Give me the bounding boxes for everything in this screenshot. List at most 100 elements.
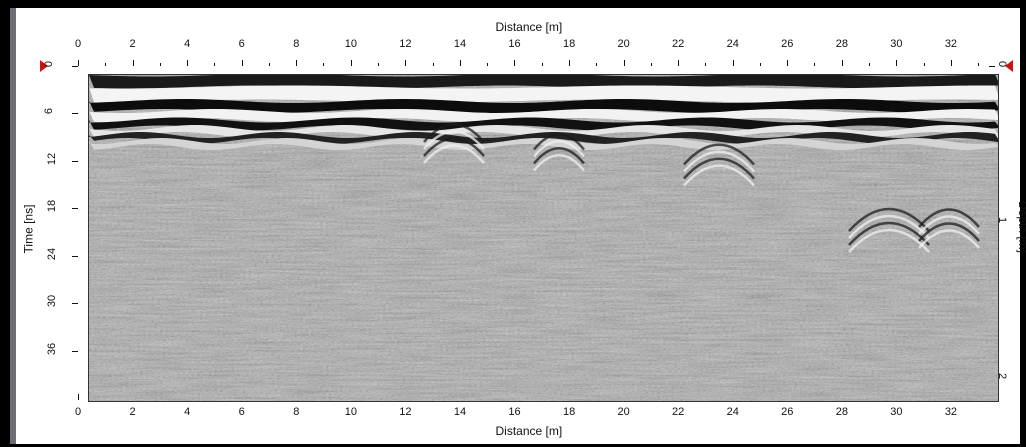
distance-tick-label-bottom: 6 (238, 406, 245, 418)
axis-tick (923, 63, 925, 66)
diffraction-hyperbola (918, 222, 980, 242)
diffraction-hyperbola (683, 157, 755, 180)
axis-tick (678, 60, 680, 66)
axis-tick (868, 63, 870, 66)
diffraction-hyperbola (423, 123, 485, 143)
distance-tick-label-bottom: 4 (184, 406, 191, 418)
axis-tick (187, 60, 189, 66)
depth-tick-label: 0 (996, 60, 1009, 68)
depth-origin-marker[interactable] (1005, 60, 1013, 72)
axis-tick (841, 60, 843, 66)
axis-tick (378, 63, 380, 66)
axis-tick (72, 303, 78, 305)
time-tick-label: 12 (46, 152, 59, 165)
axis-tick (568, 60, 570, 66)
diffraction-hyperbola (848, 214, 930, 239)
distance-tick-label-bottom: 2 (129, 406, 136, 418)
distance-tick-label-top: 6 (238, 38, 245, 50)
time-tick-label: 30 (46, 294, 59, 308)
distance-tick-label-bottom: 0 (75, 406, 82, 418)
diffraction-hyperbola (423, 144, 485, 164)
distance-tick-label-bottom: 12 (399, 406, 412, 418)
diffraction-hyperbola (848, 207, 930, 232)
distance-tick-label-top: 26 (781, 38, 794, 50)
axis-tick (787, 60, 789, 66)
distance-tick-label-top: 30 (890, 38, 903, 50)
axis-tick (296, 60, 298, 66)
diffraction-hyperbola (533, 147, 585, 165)
diffraction-hyperbola (533, 154, 585, 172)
axis-tick (814, 63, 816, 66)
distance-tick-label-top: 0 (75, 38, 82, 50)
axis-tick (132, 60, 134, 66)
distance-tick-label-top: 24 (726, 38, 739, 50)
axis-tick (159, 63, 161, 66)
reflection-band (89, 85, 998, 103)
reflection-band (89, 75, 998, 89)
distance-tick-label-top: 8 (293, 38, 300, 50)
reflection-band (89, 125, 998, 138)
diffraction-hyperbola (683, 150, 755, 173)
axis-tick (72, 113, 78, 115)
diffraction-hyperbola (423, 137, 485, 157)
distance-tick-label-bottom: 32 (944, 406, 958, 418)
diffraction-hyperbola (918, 215, 980, 235)
depth-axis-title: Depth [m] (1016, 200, 1026, 254)
distance-tick-label-bottom: 16 (508, 406, 521, 418)
axis-tick (241, 60, 243, 66)
reflection-band (89, 109, 998, 122)
axis-tick (78, 60, 79, 66)
distance-tick-label-bottom: 8 (293, 406, 300, 418)
axis-tick (432, 63, 434, 66)
distance-tick-label-top: 16 (508, 38, 521, 50)
radargram-panel: Distance [m] Distance [m] Time [ns] Dept… (10, 8, 1026, 444)
distance-tick-label-bottom: 14 (453, 406, 467, 418)
axis-tick (350, 60, 352, 66)
axis-tick (650, 63, 652, 66)
axis-tick (487, 63, 489, 66)
time-tick-label: 18 (46, 200, 59, 213)
diffraction-hyperbola (918, 229, 980, 249)
axis-tick (623, 60, 625, 66)
diffraction-hyperbola (683, 143, 755, 166)
time-tick-label: 6 (43, 108, 56, 115)
axis-tick (105, 63, 107, 66)
axis-tick (989, 66, 995, 67)
axis-tick (72, 66, 78, 67)
distance-tick-label-top: 22 (672, 38, 685, 50)
distance-tick-label-bottom: 28 (835, 406, 848, 418)
distance-tick-label-top: 4 (184, 38, 191, 50)
diffraction-hyperbola (848, 228, 930, 253)
axis-tick (978, 63, 980, 66)
distance-tick-label-bottom: 10 (344, 406, 357, 418)
diffraction-hyperbola (533, 140, 585, 158)
distance-tick-label-top: 20 (617, 38, 630, 50)
distance-tick-label-top: 10 (344, 38, 357, 50)
time-origin-marker[interactable] (40, 60, 48, 72)
distance-tick-label-bottom: 30 (890, 406, 903, 418)
axis-tick (72, 255, 78, 257)
axis-tick (72, 160, 78, 162)
axis-tick (72, 350, 78, 352)
radargram-image[interactable] (88, 74, 999, 402)
distance-axis-top-title: Distance [m] (495, 20, 563, 34)
distance-tick-label-top: 32 (944, 38, 958, 50)
diffraction-hyperbola (683, 164, 755, 187)
distance-axis-bottom-title: Distance [m] (495, 424, 563, 438)
axis-tick (78, 394, 79, 400)
time-axis-title: Time [ns] (21, 204, 36, 254)
axis-tick (323, 63, 325, 66)
distance-tick-label-top: 18 (562, 38, 576, 50)
distance-tick-label-top: 14 (453, 38, 467, 50)
distance-tick-label-bottom: 26 (781, 406, 794, 418)
axis-tick (950, 60, 952, 66)
time-tick-label: 0 (43, 60, 56, 68)
distance-tick-label-top: 2 (129, 38, 136, 50)
diffraction-hyperbola (848, 221, 930, 246)
axis-tick (514, 60, 516, 66)
time-tick-label: 24 (46, 247, 59, 260)
radargram-svg (89, 75, 998, 401)
distance-tick-label-top: 28 (835, 38, 848, 50)
distance-tick-label-top: 12 (399, 38, 412, 50)
